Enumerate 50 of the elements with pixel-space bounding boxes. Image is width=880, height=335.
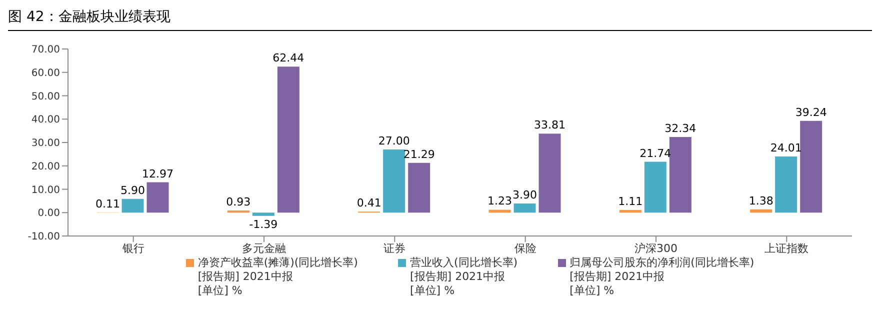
bar bbox=[146, 182, 169, 213]
bar bbox=[775, 156, 798, 213]
bar bbox=[277, 66, 300, 213]
bar bbox=[488, 210, 511, 213]
bar bbox=[383, 150, 406, 213]
bar bbox=[538, 134, 561, 213]
x-tick-label: 多元金融 bbox=[242, 242, 286, 255]
y-tick-label: 50.00 bbox=[31, 91, 60, 102]
data-label: 62.44 bbox=[272, 52, 304, 65]
legend-label: 归属母公司股东的净利润(同比增长率) [报告期] 2021中报 [单位] % bbox=[570, 256, 754, 298]
data-label: 32.34 bbox=[664, 122, 696, 136]
data-label: -1.39 bbox=[249, 218, 278, 231]
y-tick-label: 60.00 bbox=[31, 68, 60, 79]
y-tick-label: 40.00 bbox=[31, 114, 60, 126]
bar bbox=[619, 210, 642, 213]
y-tick-label: 10.00 bbox=[31, 184, 60, 196]
data-label: 12.97 bbox=[142, 167, 174, 180]
legend-label: 营业收入(同比增长率) [报告期] 2021中报 [单位] % bbox=[410, 256, 518, 298]
bar bbox=[227, 210, 250, 213]
bar bbox=[669, 137, 692, 213]
x-tick-label: 银行 bbox=[121, 242, 144, 255]
data-label: 5.90 bbox=[120, 184, 145, 197]
legend-label: 净资产收益率(摊薄)(同比增长率) [报告期] 2021中报 [单位] % bbox=[198, 256, 358, 298]
data-label: 27.00 bbox=[378, 134, 410, 148]
bar bbox=[644, 162, 666, 213]
bar bbox=[252, 212, 274, 216]
data-label: 0.11 bbox=[95, 197, 120, 210]
x-tick-label: 沪深300 bbox=[634, 242, 678, 255]
y-tick-label: 0.00 bbox=[38, 208, 60, 220]
x-tick-label: 保险 bbox=[514, 242, 536, 255]
bar bbox=[408, 162, 430, 213]
data-label: 3.90 bbox=[512, 188, 537, 202]
data-label: 1.38 bbox=[748, 194, 774, 208]
data-label: 39.24 bbox=[795, 106, 827, 119]
bar bbox=[750, 209, 772, 213]
data-label: 0.93 bbox=[226, 195, 251, 208]
bar bbox=[122, 198, 144, 213]
y-tick-label: 70.00 bbox=[31, 44, 60, 56]
data-label: 0.41 bbox=[356, 196, 382, 210]
data-label: 1.11 bbox=[618, 195, 643, 208]
chart-title: 图 42：金融板块业绩表现 bbox=[8, 8, 872, 31]
data-label: 1.23 bbox=[487, 194, 512, 208]
x-tick-label: 上证指数 bbox=[764, 242, 809, 255]
bar bbox=[800, 120, 822, 213]
x-tick-label: 证券 bbox=[384, 242, 406, 255]
bar bbox=[514, 204, 536, 213]
y-tick-label: -10.00 bbox=[28, 232, 60, 243]
y-tick-label: 30.00 bbox=[31, 138, 60, 150]
data-label: 33.81 bbox=[534, 118, 566, 132]
y-tick-label: 20.00 bbox=[31, 161, 60, 172]
